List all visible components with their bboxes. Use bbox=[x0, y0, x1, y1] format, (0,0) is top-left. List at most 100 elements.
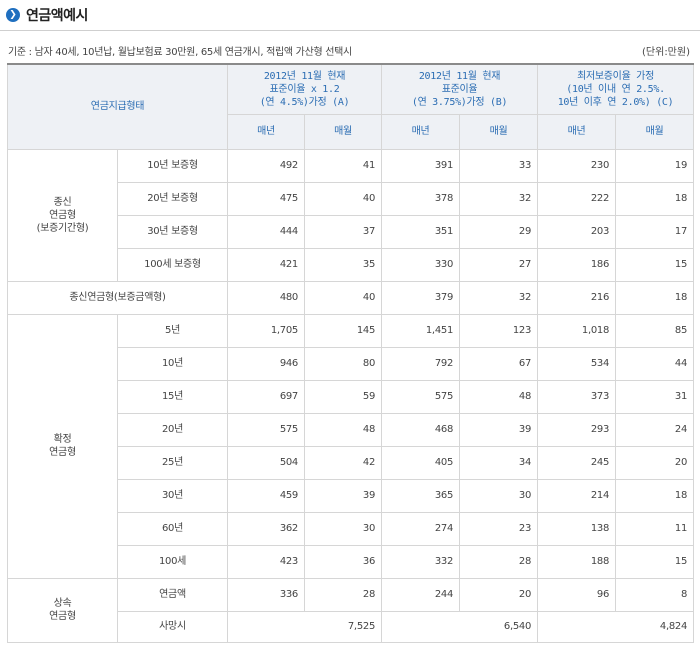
cell-value: 330 bbox=[381, 247, 461, 282]
cell-value: 18 bbox=[615, 181, 695, 216]
cell-value: 245 bbox=[537, 445, 617, 480]
row-label: 60년 bbox=[117, 511, 228, 546]
cell-value: 96 bbox=[537, 577, 617, 612]
cell-value: 186 bbox=[537, 247, 617, 282]
cell-value: 123 bbox=[459, 313, 539, 348]
cell-value: 39 bbox=[303, 478, 383, 513]
cell-value: 203 bbox=[537, 214, 617, 249]
cell-value: 23 bbox=[459, 511, 539, 546]
cell-value: 468 bbox=[381, 412, 461, 447]
cell-value: 423 bbox=[227, 544, 305, 579]
cell-value: 30 bbox=[459, 478, 539, 513]
cell-value: 405 bbox=[381, 445, 461, 480]
cell-value: 216 bbox=[537, 280, 617, 315]
row-label: 25년 bbox=[117, 445, 228, 480]
cell-value: 379 bbox=[381, 280, 461, 315]
cell-value: 85 bbox=[615, 313, 695, 348]
row-label: 5년 bbox=[117, 313, 228, 348]
cell-value: 362 bbox=[227, 511, 305, 546]
table-row: 15년 697 59 575 48 373 31 bbox=[8, 379, 695, 414]
cell-value: 31 bbox=[615, 379, 695, 414]
cell-value: 30 bbox=[303, 511, 383, 546]
cell-value: 575 bbox=[227, 412, 305, 447]
chevron-right-icon: ❯ bbox=[6, 8, 20, 22]
cell-value: 18 bbox=[615, 478, 695, 513]
cell-value: 1,705 bbox=[227, 313, 305, 348]
cell-value: 28 bbox=[303, 577, 383, 612]
cell-value: 6,540 bbox=[381, 610, 539, 643]
table-row: 사망시 7,525 6,540 4,824 bbox=[8, 610, 695, 643]
section-title: ❯ 연금액예시 bbox=[6, 5, 88, 25]
row-label: 10년 bbox=[117, 346, 228, 381]
table-row: 확정 연금형 5년 1,705 145 1,451 123 1,018 85 bbox=[7, 313, 695, 579]
cell-value: 39 bbox=[459, 412, 539, 447]
cell-value: 48 bbox=[459, 379, 539, 414]
table-row: 25년 504 42 405 34 245 20 bbox=[8, 445, 695, 480]
cell-value: 32 bbox=[459, 280, 539, 315]
table-row: 상속 연금형 연금액 336 28 244 20 96 8 bbox=[7, 577, 695, 643]
header-group-a: 2012년 11월 현재 표준이율 x 1.2 (연 4.5%)가정 (A) bbox=[226, 63, 383, 115]
row-label: 15년 bbox=[117, 379, 228, 414]
cell-value: 67 bbox=[459, 346, 539, 381]
row-label: 연금액 bbox=[117, 577, 228, 612]
row-label: 30년 bbox=[117, 478, 228, 513]
row-label: 20년 보증형 bbox=[117, 181, 228, 216]
cell-value: 421 bbox=[227, 247, 305, 282]
cell-value: 444 bbox=[227, 214, 305, 249]
header-group-c: 최저보증이율 가정 (10년 이내 연 2.5%. 10년 이후 연 2.0%) (… bbox=[537, 63, 695, 115]
cell-value: 492 bbox=[227, 148, 305, 183]
title-divider bbox=[0, 30, 700, 31]
table-row: 20년 보증형 475 40 378 32 222 18 bbox=[8, 181, 695, 216]
cell-value: 575 bbox=[381, 379, 461, 414]
header-monthly: 매월 bbox=[615, 113, 695, 150]
cell-value: 15 bbox=[615, 247, 695, 282]
cell-value: 29 bbox=[459, 214, 539, 249]
cell-value: 244 bbox=[381, 577, 461, 612]
cell-value: 274 bbox=[381, 511, 461, 546]
cell-value: 36 bbox=[303, 544, 383, 579]
header-monthly: 매월 bbox=[303, 113, 383, 150]
cell-value: 138 bbox=[537, 511, 617, 546]
cell-value: 17 bbox=[615, 214, 695, 249]
unit-text: (단위:만원) bbox=[642, 47, 690, 58]
row-label: 20년 bbox=[117, 412, 228, 447]
cell-value: 1,451 bbox=[381, 313, 461, 348]
row-label: 30년 보증형 bbox=[117, 214, 228, 249]
row-label: 100세 bbox=[117, 544, 228, 579]
cell-value: 34 bbox=[459, 445, 539, 480]
cell-value: 20 bbox=[459, 577, 539, 612]
cell-value: 19 bbox=[615, 148, 695, 183]
cell-value: 332 bbox=[381, 544, 461, 579]
cell-value: 293 bbox=[537, 412, 617, 447]
table-row: 30년 459 39 365 30 214 18 bbox=[8, 478, 695, 513]
header-yearly: 매년 bbox=[381, 113, 461, 150]
cell-value: 8 bbox=[615, 577, 695, 612]
cell-value: 946 bbox=[227, 346, 305, 381]
cell-value: 37 bbox=[303, 214, 383, 249]
cell-value: 214 bbox=[537, 478, 617, 513]
cell-value: 459 bbox=[227, 478, 305, 513]
category-inherit: 상속 연금형 bbox=[7, 577, 118, 643]
cell-value: 7,525 bbox=[226, 610, 383, 643]
page-title: 연금액예시 bbox=[26, 8, 88, 24]
header-yearly: 매년 bbox=[537, 113, 617, 150]
table-row: 10년 946 80 792 67 534 44 bbox=[8, 346, 695, 381]
cell-value: 44 bbox=[615, 346, 695, 381]
cell-value: 336 bbox=[227, 577, 305, 612]
table-row: 30년 보증형 444 37 351 29 203 17 bbox=[8, 214, 695, 249]
row-label: 100세 보증형 bbox=[117, 247, 228, 282]
cell-value: 145 bbox=[303, 313, 383, 348]
header-yearly: 매년 bbox=[227, 113, 305, 150]
cell-value: 42 bbox=[303, 445, 383, 480]
cell-value: 188 bbox=[537, 544, 617, 579]
cell-value: 15 bbox=[615, 544, 695, 579]
cell-value: 697 bbox=[227, 379, 305, 414]
cell-value: 27 bbox=[459, 247, 539, 282]
cell-value: 504 bbox=[227, 445, 305, 480]
cell-value: 792 bbox=[381, 346, 461, 381]
cell-value: 33 bbox=[459, 148, 539, 183]
cell-value: 230 bbox=[537, 148, 617, 183]
cell-value: 378 bbox=[381, 181, 461, 216]
cell-value: 40 bbox=[303, 181, 383, 216]
cell-value: 4,824 bbox=[537, 610, 695, 643]
